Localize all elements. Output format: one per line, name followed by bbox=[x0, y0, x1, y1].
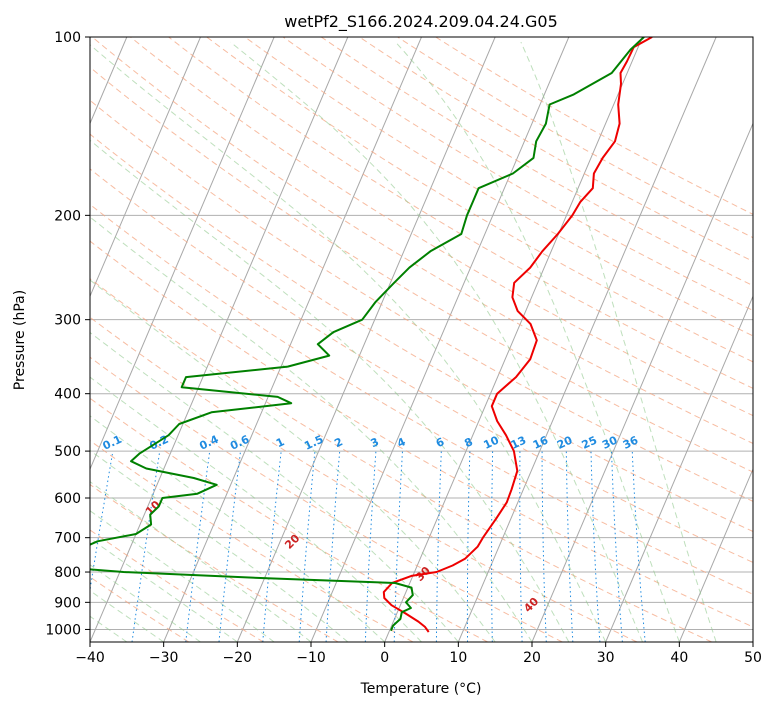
y-tick-label: 400 bbox=[54, 387, 81, 403]
x-tick-label: 40 bbox=[670, 650, 688, 666]
x-tick-label: −10 bbox=[296, 650, 326, 666]
x-tick-label: 0 bbox=[380, 650, 389, 666]
y-axis-label: Pressure (hPa) bbox=[12, 290, 28, 390]
y-tick-label: 200 bbox=[54, 208, 81, 224]
x-tick-label: 20 bbox=[523, 650, 541, 666]
x-tick-label: −40 bbox=[75, 650, 105, 666]
y-tick-label: 900 bbox=[54, 595, 81, 611]
y-tick-label: 1000 bbox=[45, 622, 81, 638]
x-tick-label: 50 bbox=[744, 650, 762, 666]
y-tick-label: 600 bbox=[54, 491, 81, 507]
y-tick-label: 700 bbox=[54, 531, 81, 547]
chart-title: wetPf2_S166.2024.209.04.24.G05 bbox=[284, 12, 558, 32]
x-tick-label: 30 bbox=[597, 650, 615, 666]
y-tick-label: 100 bbox=[54, 30, 81, 46]
y-tick-label: 800 bbox=[54, 565, 81, 581]
y-tick-label: 300 bbox=[54, 313, 81, 329]
x-tick-label: 10 bbox=[449, 650, 467, 666]
x-tick-label: −20 bbox=[223, 650, 253, 666]
y-tick-label: 500 bbox=[54, 444, 81, 460]
x-axis-label: Temperature (°C) bbox=[360, 681, 482, 697]
x-tick-label: −30 bbox=[149, 650, 179, 666]
